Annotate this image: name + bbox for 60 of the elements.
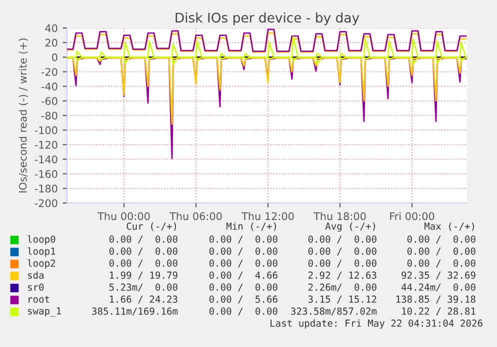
y-tick-label: -140 (34, 155, 58, 164)
x-tick-label: Thu 06:00 (170, 212, 222, 220)
legend-label: sr0 (28, 284, 44, 291)
text: Avg (-/+) (325, 222, 376, 232)
text: 0.00 / 0.00 (407, 236, 476, 244)
legend-label: loop0 (28, 235, 56, 245)
y-axis-title: IOs/second read (-) / write (+) (18, 38, 28, 192)
legend-label: loop2 (28, 259, 56, 269)
text: 0.00 / 0.00 (209, 236, 278, 244)
text: 138.85 / 39.18 (396, 296, 476, 304)
x-tick-label: Thu 12:00 (242, 212, 294, 220)
text: 0.00 / 0.00 (109, 236, 178, 244)
y-tick-label: -160 (34, 170, 58, 178)
x-tick-label: Thu 18:00 (314, 212, 366, 220)
chart-title: Disk IOs per device - by day (176, 12, 360, 26)
text: 0.00 / 0.00 (407, 248, 476, 256)
text: 10.22 / 28.81 (402, 308, 476, 316)
y-tick-label: -200 (34, 199, 58, 208)
y-tick-label: -20 (41, 68, 58, 76)
y-tick-label: -120 (34, 140, 58, 149)
text: Last update: Fri May 22 04:31:04 2026 (270, 319, 482, 329)
y-tick-label: -80 (41, 112, 58, 120)
text: 385.11m/169.16m (92, 308, 178, 316)
text: 92.35 / 32.69 (402, 272, 476, 280)
y-tick-label: -60 (41, 97, 58, 106)
text: 0.00 / 0.00 (209, 248, 278, 256)
legend-label: loop1 (28, 247, 56, 257)
x-tick-label: Fri 00:00 (390, 212, 434, 220)
text: 0.00 / 0.00 (209, 308, 278, 316)
y-tick-label: -100 (34, 126, 58, 134)
text: 5.23m/ 0.00 (109, 284, 178, 292)
text: 2.26m/ 0.00 (308, 284, 376, 292)
y-tick-label: 20 (45, 38, 58, 47)
text: 323.58m/857.02m (291, 308, 377, 316)
text: Max (-/+) (424, 222, 474, 231)
text: 44.24m/ 0.00 (401, 284, 476, 292)
text: 0.00 / 0.00 (109, 260, 178, 268)
y-tick-label: 40 (45, 24, 58, 32)
text: 1.99 / 19.79 (110, 272, 178, 280)
y-tick-label: -40 (41, 82, 58, 90)
legend-label: swap_1 (28, 307, 61, 317)
text: 0.00 / 0.00 (407, 260, 476, 268)
x-tick-label: Thu 00:00 (98, 212, 150, 220)
text: 0.00 / 0.00 (308, 236, 376, 244)
text: 0.00 / 5.66 (209, 296, 278, 304)
text: 0.00 / 0.00 (209, 260, 278, 268)
legend-label: root (28, 296, 50, 303)
text: 1.66 / 24.23 (110, 296, 178, 304)
text: 0.00 / 0.00 (209, 284, 278, 292)
text: 0.00 / 0.00 (308, 260, 376, 268)
text: 2.92 / 12.63 (308, 272, 376, 280)
text: 0.00 / 0.00 (109, 248, 178, 256)
text: 3.15 / 15.12 (308, 296, 376, 304)
text: 0.00 / 0.00 (308, 248, 376, 256)
text: 0.00 / 4.66 (209, 272, 278, 280)
y-tick-label: 0 (52, 53, 58, 62)
text: Min (-/+) (226, 222, 276, 231)
legend-label: sda (28, 271, 44, 279)
y-tick-label: -180 (34, 184, 58, 193)
text: Cur (-/+) (126, 222, 176, 231)
